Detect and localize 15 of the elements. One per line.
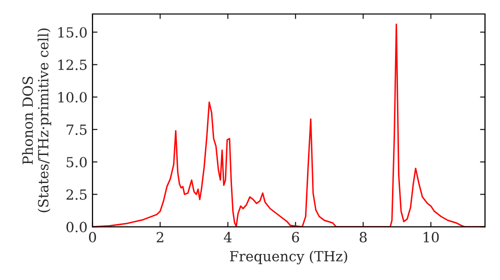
x-tick-label: 4: [224, 232, 232, 242]
y-tick-label: 2.5: [66, 189, 87, 200]
x-tick-label: 0: [88, 232, 96, 242]
x-tick-label: 10: [424, 232, 439, 242]
y-tick-label: 5.0: [66, 156, 87, 168]
y-tick-label: 10.0: [58, 92, 87, 103]
x-tick-label: 2: [156, 232, 164, 242]
x-tick-label: 6: [292, 232, 300, 242]
x-axis-title: Frequency (THz): [230, 250, 348, 264]
y-tick-label: 0.0: [66, 222, 87, 232]
y-axis-title: Phonon DOS (States/THz·primitive cell): [22, 28, 52, 212]
y-tick-label: 7.5: [66, 124, 87, 135]
x-tick-label: 8: [360, 232, 367, 242]
y-tick-label: 15.0: [58, 27, 87, 38]
y-tick-label: 12.5: [58, 60, 87, 70]
